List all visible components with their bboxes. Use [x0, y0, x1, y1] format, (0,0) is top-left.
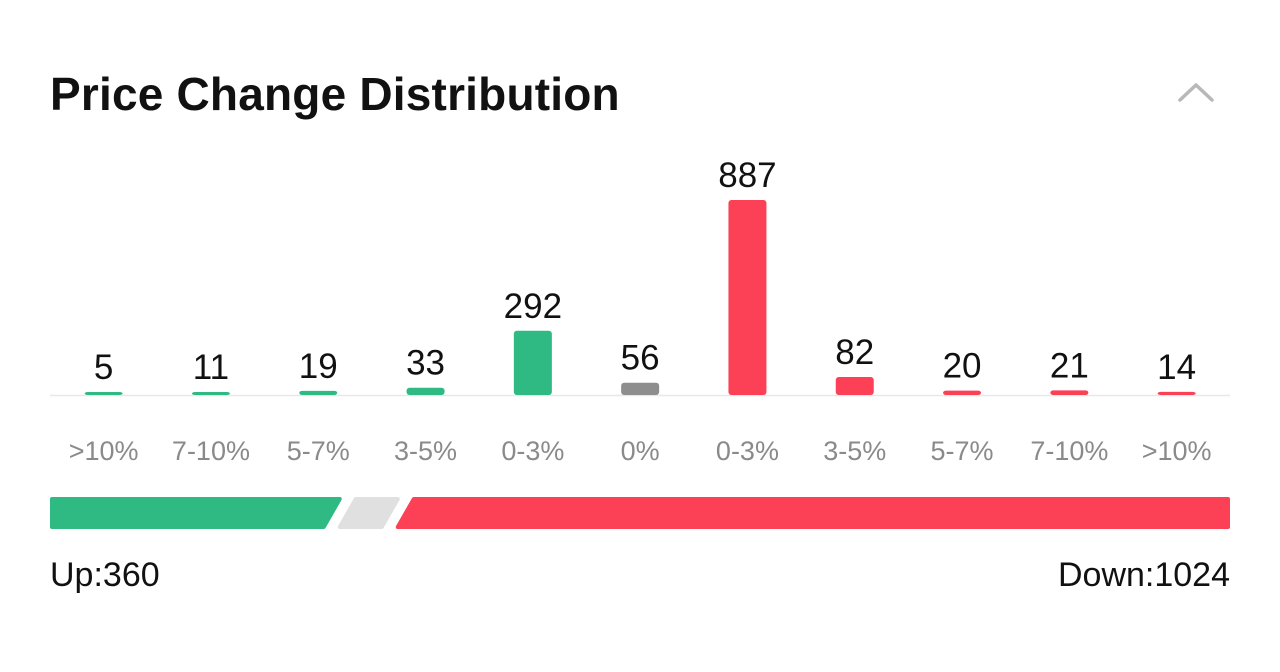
bar-value-label: 21	[1050, 346, 1089, 385]
bar-value-label: 56	[621, 339, 660, 378]
down-segment	[395, 497, 1230, 529]
up-count-label: Up:360	[50, 556, 160, 594]
category-tick-label: 7-10%	[1030, 436, 1108, 466]
bar-up-4	[513, 330, 552, 395]
bar-value-label: 19	[299, 347, 338, 386]
bar-value-label: 14	[1157, 348, 1196, 387]
category-tick-label: 0-3%	[501, 436, 564, 466]
bar-value-label: 5	[94, 348, 113, 387]
bar-up-1	[191, 392, 230, 395]
bar-down-8	[943, 390, 982, 395]
up-down-ratio-bar	[0, 490, 1280, 538]
category-tick-label: >10%	[69, 436, 139, 466]
category-tick-label: >10%	[1142, 436, 1212, 466]
distribution-bar-chart: 5 >10% 11 7-10% 19 5-7% 33 3-5% 292 0-3% 56 0% 887 0-…	[50, 156, 1230, 466]
category-tick-label: 3-5%	[394, 436, 457, 466]
bar-down-10	[1157, 391, 1196, 395]
bar-up-2	[299, 390, 338, 395]
bar-value-label: 887	[718, 156, 776, 195]
chevron-up-icon	[1178, 83, 1214, 102]
category-tick-label: 5-7%	[287, 436, 350, 466]
down-count-label: Down:1024	[1057, 556, 1230, 594]
category-tick-label: 0-3%	[716, 436, 779, 466]
chart-title: Price Change Distribution	[50, 68, 620, 120]
up-segment	[50, 497, 342, 529]
bar-value-label: 82	[835, 333, 874, 372]
bar-value-label: 20	[943, 347, 982, 386]
category-tick-label: 3-5%	[823, 436, 886, 466]
category-tick-label: 7-10%	[172, 436, 250, 466]
bar-down-9	[1050, 390, 1089, 395]
bar-flat-5	[621, 382, 660, 395]
flat-segment	[337, 497, 400, 529]
bar-down-6	[728, 200, 767, 395]
bar-up-3	[406, 387, 445, 395]
category-tick-label: 5-7%	[931, 436, 994, 466]
bar-down-7	[835, 376, 874, 395]
bar-value-label: 292	[504, 287, 562, 326]
bar-value-label: 33	[406, 344, 445, 383]
bar-up-0	[84, 392, 123, 395]
category-tick-label: 0%	[621, 436, 660, 466]
collapse-button[interactable]	[1166, 68, 1226, 116]
bar-value-label: 11	[193, 348, 229, 387]
